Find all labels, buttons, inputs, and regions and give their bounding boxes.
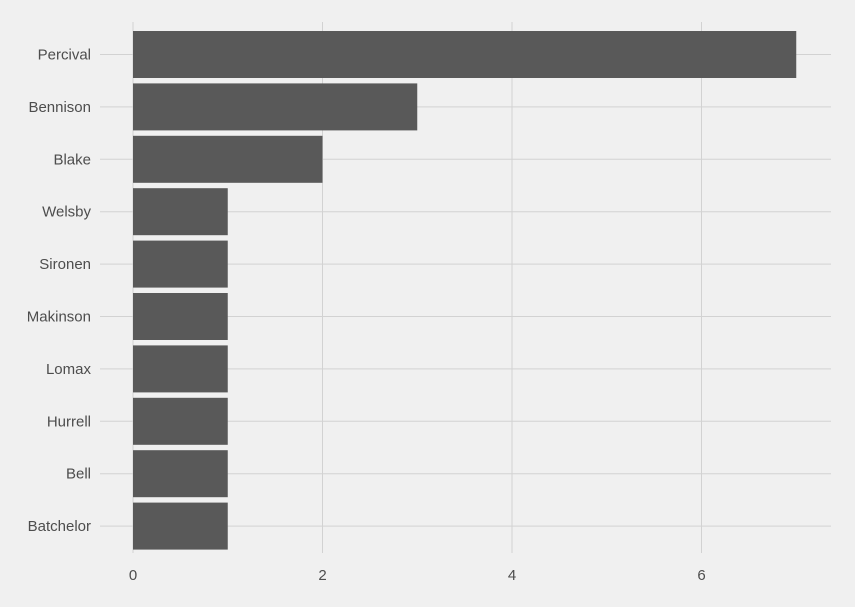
category-label: Hurrell	[47, 413, 91, 430]
bar-welsby	[133, 188, 228, 236]
x-tick-labels: 0 2 4 6	[129, 567, 706, 584]
x-tick-label: 2	[318, 567, 326, 584]
category-label: Blake	[53, 151, 91, 168]
bars-layer	[133, 31, 797, 550]
bar-makinson	[133, 293, 228, 340]
bar-hurrell	[133, 397, 228, 445]
bar-batchelor	[133, 502, 228, 550]
bar-percival	[133, 31, 797, 78]
bar-sironen	[133, 240, 228, 288]
bar-lomax	[133, 345, 228, 393]
bar-bell	[133, 450, 228, 498]
category-label: Batchelor	[28, 518, 91, 535]
x-tick-label: 0	[129, 567, 137, 584]
category-label: Bell	[66, 466, 91, 483]
category-label: Percival	[38, 47, 91, 64]
category-label: Makinson	[27, 309, 91, 326]
x-tick-label: 4	[508, 567, 516, 584]
category-label: Sironen	[39, 256, 91, 273]
bar-bennison	[133, 83, 418, 131]
category-label: Welsby	[42, 204, 91, 221]
bar-blake	[133, 135, 323, 183]
x-tick-label: 6	[697, 567, 705, 584]
category-labels: Percival Bennison Blake Welsby Sironen Makins…	[27, 47, 92, 536]
category-label: Lomax	[46, 361, 92, 378]
category-label: Bennison	[28, 99, 91, 116]
